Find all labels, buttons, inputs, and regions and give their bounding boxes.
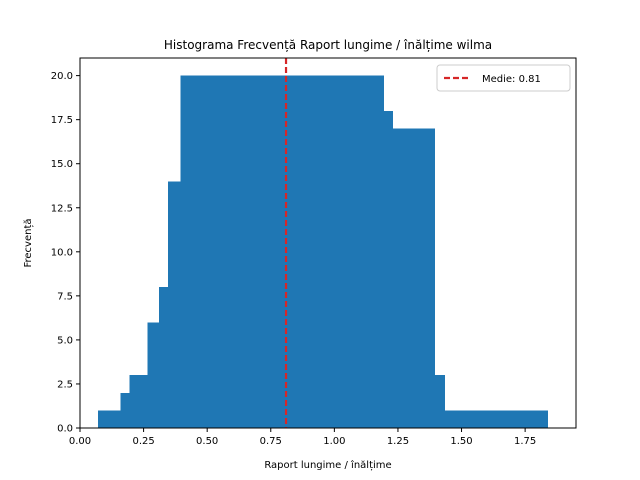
legend-mean-label: Medie: 0.81 [482,74,541,85]
x-tick-label-2: 0.50 [196,436,218,447]
legend: Medie: 0.81 [436,64,571,92]
histogram-bar-4 [158,287,168,428]
histogram-bar-5 [167,181,181,428]
y-tick-label-3: 7.5 [57,291,73,302]
x-tick-label-0: 0.00 [69,436,91,447]
histogram-bar-6 [180,75,384,428]
x-tick-label-1: 0.25 [132,436,154,447]
histogram-bar-10 [445,410,549,428]
y-axis-label: Frecvență [23,218,34,267]
y-tick-label-2: 5.0 [57,335,73,346]
x-tick-label-7: 1.75 [514,436,536,447]
x-tick-label-4: 1.00 [323,436,345,447]
y-axis-ticks: 0.0 2.5 5.0 7.5 10.0 12.5 15.0 17.5 20.0 [51,71,80,435]
y-tick-label-0: 0.0 [57,424,73,435]
y-tick-label-6: 15.0 [51,159,73,170]
legend-box [436,64,571,92]
x-tick-label-5: 1.25 [387,436,409,447]
histogram-bar-7 [383,110,393,428]
histogram-bars [97,75,549,428]
histogram-bar-9 [434,375,446,428]
histogram-bar-3 [147,322,159,428]
x-tick-label-6: 1.50 [450,436,472,447]
y-tick-label-7: 17.5 [51,115,73,126]
y-tick-label-8: 20.0 [51,71,73,82]
histogram-bar-0 [97,410,121,428]
plot-frame [79,57,577,429]
histogram-bar-8 [392,128,435,428]
x-tick-label-3: 0.75 [260,436,282,447]
x-axis-label: Raport lungime / înălțime [264,459,391,471]
x-axis-ticks: 0.00 0.25 0.50 0.75 1.00 1.25 1.50 1.75 [69,428,536,447]
chart-title: Histograma Frecvență Raport lungime / în… [164,38,492,52]
y-tick-label-1: 2.5 [57,379,73,390]
histogram-bar-1 [120,392,130,428]
y-tick-label-5: 12.5 [51,203,73,214]
y-tick-label-4: 10.0 [51,247,73,258]
histogram-bar-2 [129,375,148,428]
